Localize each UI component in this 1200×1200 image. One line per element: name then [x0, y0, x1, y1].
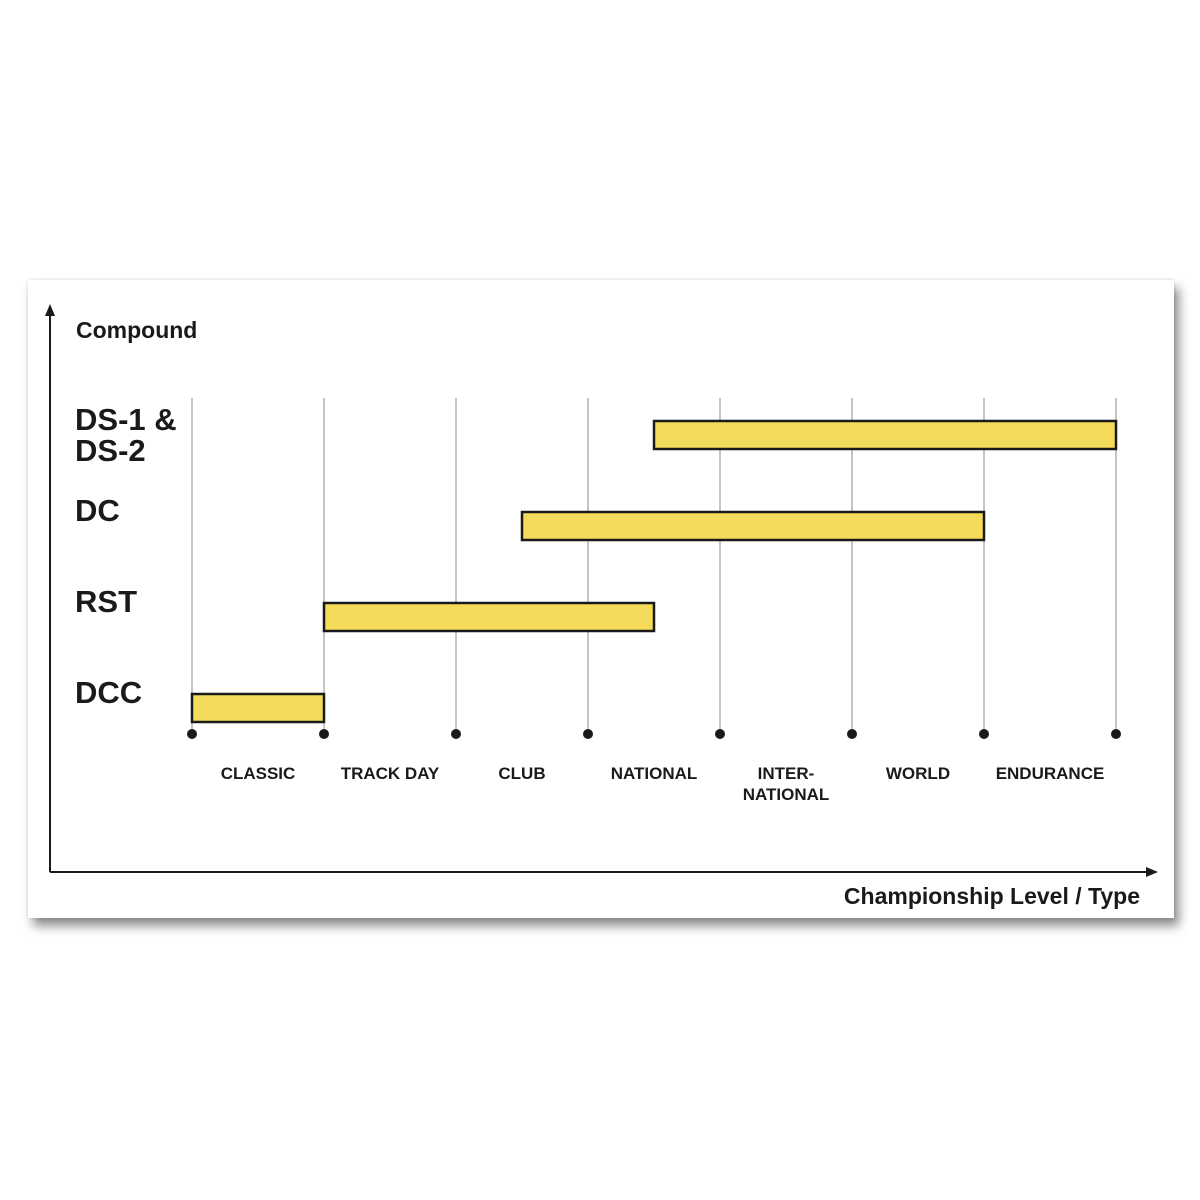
x-tick-label: WORLD	[886, 764, 950, 783]
tick-marker	[319, 729, 329, 739]
x-tick-labels: CLASSIC TRACK DAY CLUB NATIONAL INTER-NATION…	[221, 764, 1105, 804]
tick-marker	[847, 729, 857, 739]
category-label: DS-1 & DS-2	[75, 402, 177, 468]
tick-marker	[979, 729, 989, 739]
tick-marker	[187, 729, 197, 739]
x-tick-label: NATIONAL	[611, 764, 698, 783]
gridlines	[187, 398, 1121, 739]
x-tick-label: CLASSIC	[221, 764, 296, 783]
y-axis-title: Compound	[76, 317, 197, 343]
range-bar	[322, 601, 656, 633]
category-label: DC	[75, 493, 120, 528]
x-tick-label: CLUB	[498, 764, 545, 783]
tick-marker	[1111, 729, 1121, 739]
tick-marker	[451, 729, 461, 739]
tick-marker	[715, 729, 725, 739]
x-tick-label: INTER-NATIONAL	[743, 764, 830, 804]
range-bar-chart: Compound Championship Level / Type DS-1 …	[45, 304, 1158, 909]
bars	[190, 419, 1118, 724]
range-bar	[652, 419, 1118, 451]
category-label: RST	[75, 584, 137, 619]
category-label: DCC	[75, 675, 142, 710]
tick-marker	[583, 729, 593, 739]
chart-card: Compound Championship Level / Type DS-1 …	[28, 280, 1174, 918]
axes	[45, 304, 1158, 877]
x-tick-label: TRACK DAY	[341, 764, 440, 783]
category-labels: DS-1 & DS-2 DC RST DCC	[75, 402, 177, 710]
range-bar	[190, 692, 326, 724]
x-axis-title: Championship Level / Type	[844, 883, 1140, 909]
range-bar	[520, 510, 986, 542]
x-tick-label: ENDURANCE	[996, 764, 1105, 783]
